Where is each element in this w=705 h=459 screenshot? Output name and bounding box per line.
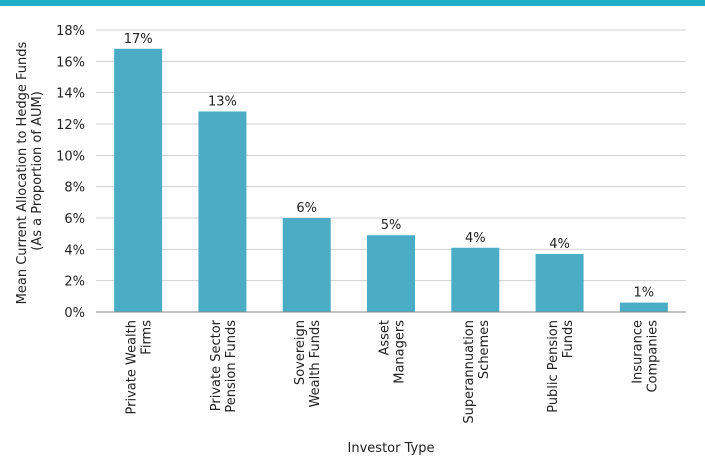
data-labels: 17% 13% 6% 5% 4% 4% 1% (124, 32, 654, 301)
x-category-label: Superannuation Schemes (462, 320, 492, 424)
bar (367, 235, 415, 312)
x-category-label: Asset Managers (378, 320, 408, 384)
y-tick-label: 10% (56, 149, 85, 164)
y-axis-title-line-1: Mean Current Allocation to Hedge Funds (15, 42, 30, 305)
x-category-label: Sovereign Wealth Funds (293, 320, 323, 408)
data-label: 5% (381, 218, 402, 233)
x-category-label: Private Sector Pension Funds (209, 319, 239, 412)
bar (535, 254, 584, 312)
top-accent-bar (0, 0, 705, 6)
x-category-line: Sovereign (293, 320, 308, 385)
x-category-label: Private Wealth Firms (125, 320, 155, 415)
bar (198, 111, 247, 312)
data-label: 17% (124, 32, 153, 47)
bar (114, 48, 163, 313)
y-tick-label: 4% (64, 243, 85, 258)
data-label: 4% (465, 231, 486, 246)
x-category-line: Pension Funds (224, 320, 239, 413)
bar (451, 247, 500, 312)
y-tick-label: 12% (56, 118, 85, 133)
x-category-line: Private Wealth (125, 320, 140, 414)
y-tick-label: 0% (64, 306, 85, 321)
y-axis-title-line-2: (As a Proportion of AUM) (30, 91, 45, 251)
y-tick-label: 6% (64, 212, 85, 227)
y-tick-label: 14% (56, 87, 85, 102)
x-category-line: Funds (561, 320, 576, 358)
bars (114, 48, 668, 313)
data-label: 4% (549, 237, 570, 252)
x-category-line: Insurance (630, 320, 645, 384)
y-tick-label: 16% (56, 55, 85, 70)
y-tick-label: 18% (56, 24, 85, 39)
y-axis-ticks: 0% 2% 4% 6% 8% 10% 12% 14% 16% 18% (56, 24, 85, 321)
x-category-label: Insurance Companies (630, 320, 660, 393)
y-axis-title: Mean Current Allocation to Hedge Funds (… (15, 38, 45, 305)
data-label: 6% (296, 201, 317, 216)
y-tick-label: 8% (64, 181, 85, 196)
x-category-line: Firms (140, 320, 155, 355)
x-category-line: Superannuation (462, 320, 477, 424)
x-category-line: Companies (645, 320, 660, 393)
data-label: 1% (634, 286, 655, 301)
x-axis-categories: Private Wealth Firms Private Sector Pension… (125, 319, 661, 423)
x-category-line: Managers (393, 320, 408, 384)
x-category-line: Schemes (477, 320, 492, 379)
x-category-line: Wealth Funds (308, 320, 323, 408)
x-category-line: Asset (378, 320, 393, 356)
x-axis-title: Investor Type (348, 441, 435, 456)
x-category-line: Public Pension (546, 320, 561, 413)
bar (619, 302, 668, 312)
bar (282, 218, 331, 312)
x-category-label: Public Pension Funds (546, 320, 576, 413)
y-tick-label: 2% (64, 275, 85, 290)
x-category-line: Private Sector (209, 319, 224, 411)
data-label: 13% (208, 94, 237, 109)
